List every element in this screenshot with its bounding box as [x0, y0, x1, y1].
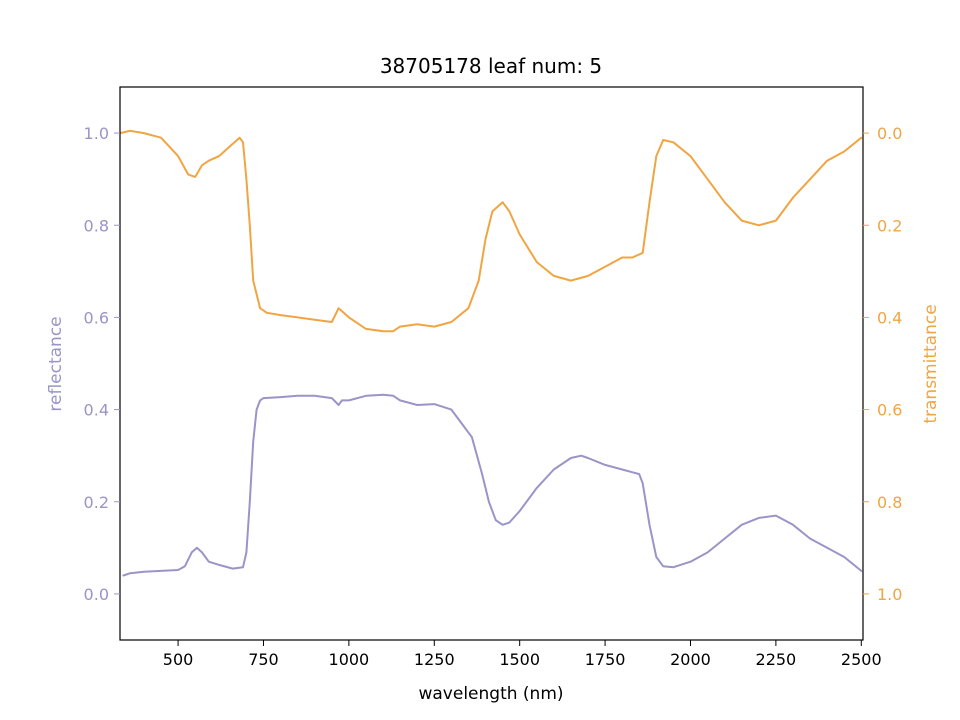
left-y-tick-label: 0.4	[84, 401, 109, 420]
chart-title: 38705178 leaf num: 5	[380, 54, 602, 78]
plot-frame	[119, 86, 864, 641]
y-axis-label-right: transmittance	[921, 304, 941, 423]
left-y-tick-label: 0.6	[84, 308, 109, 327]
reflectance-line	[122, 393, 863, 577]
left-y-tick-label: 1.0	[84, 124, 109, 143]
right-y-tick-label: 0.2	[877, 216, 902, 235]
x-tick-label: 1500	[499, 650, 540, 669]
y-axis-label-left: reflectance	[46, 316, 66, 411]
x-tick-label: 2250	[756, 650, 797, 669]
x-tick-label: 1000	[329, 650, 370, 669]
left-y-tick-label: 0.2	[84, 493, 109, 512]
x-tick-label: 2500	[841, 650, 882, 669]
x-tick-label: 2000	[670, 650, 711, 669]
right-axis-ticks: 0.0 0.2 0.4 0.6 0.8 1.0	[863, 124, 902, 604]
x-tick-label: 500	[163, 650, 194, 669]
right-y-tick-label: 0.6	[877, 401, 902, 420]
right-y-tick-label: 0.0	[877, 124, 902, 143]
left-y-tick-label: 0.0	[84, 585, 109, 604]
x-tick-label: 1750	[585, 650, 626, 669]
x-tick-label: 1250	[414, 650, 455, 669]
left-axis-ticks: 0.0 0.2 0.4 0.6 0.8 1.0	[84, 124, 120, 604]
transmittance-line	[119, 129, 863, 333]
right-y-tick-label: 0.8	[877, 493, 902, 512]
x-tick-label: 750	[248, 650, 279, 669]
x-axis-label: wavelength (nm)	[418, 684, 563, 704]
x-axis-ticks: 500 750 1000 1250 1500 1750 2000 2250 2500	[163, 640, 882, 669]
right-y-tick-label: 0.4	[877, 308, 902, 327]
plot-lines	[119, 129, 863, 577]
right-y-tick-label: 1.0	[877, 585, 902, 604]
left-y-tick-label: 0.8	[84, 216, 109, 235]
